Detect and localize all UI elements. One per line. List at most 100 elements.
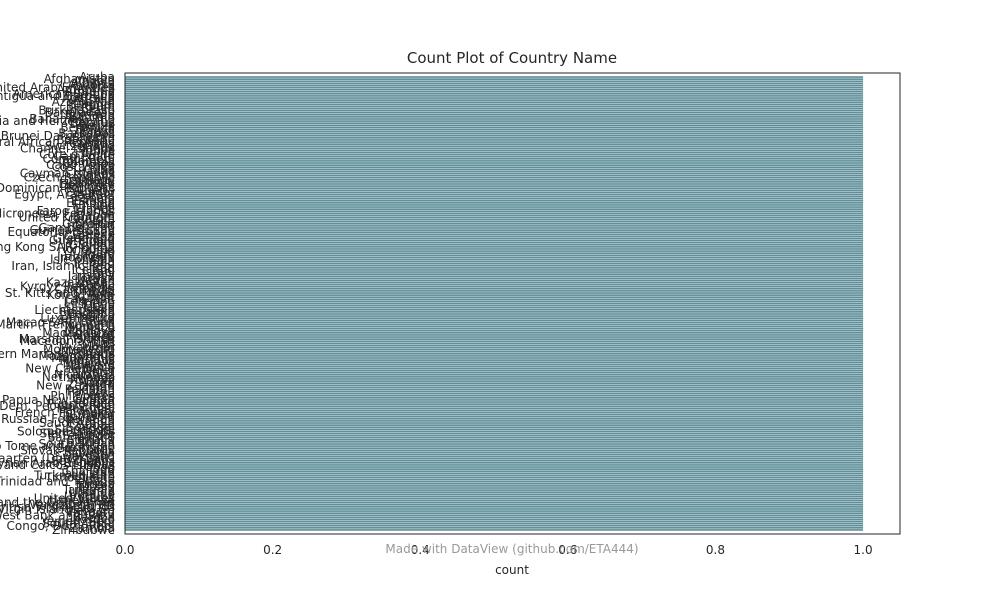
bar: [125, 518, 864, 521]
y-tick-label: Brazil: [82, 125, 116, 139]
bar: [125, 512, 864, 515]
x-tick-label: 0.2: [263, 543, 282, 557]
bar: [125, 216, 864, 219]
y-tick-label: Madagascar: [42, 326, 115, 340]
bar: [125, 124, 864, 127]
bar: [125, 174, 864, 177]
bar: [125, 145, 864, 148]
y-tick-label: Italy: [89, 267, 115, 281]
y-tick-label: Aruba: [79, 70, 115, 84]
bars-group: [125, 76, 864, 531]
bar: [125, 237, 864, 240]
bar: [125, 243, 864, 246]
y-tick-label: Hong Kong SAR, China: [0, 240, 115, 254]
y-tick-label: Solomon Islands: [17, 424, 115, 438]
bar: [125, 350, 864, 353]
bar: [125, 489, 864, 491]
y-tick-label: South Africa: [42, 517, 115, 531]
bar: [125, 332, 864, 334]
y-tick-label: Trinidad and Tobago: [0, 475, 115, 489]
y-tick-label: Nauru: [79, 376, 115, 390]
bar: [125, 239, 864, 242]
bar: [125, 122, 864, 125]
y-tick-label: Sao Tome and Principe: [0, 439, 115, 453]
y-tick-label: Afghanistan: [44, 72, 115, 86]
y-tick-label: Finland: [72, 198, 115, 212]
y-tick-label: Comoros: [62, 156, 115, 170]
y-tick-label: Zimbabwe: [52, 523, 115, 537]
y-tick-label: Bahamas, The: [29, 112, 115, 126]
bar: [125, 342, 864, 345]
bar: [125, 300, 864, 303]
bar: [125, 281, 864, 284]
y-tick-label: United Kingdom: [19, 211, 115, 225]
y-tick-label: Qatar: [81, 408, 115, 422]
bar: [125, 430, 864, 433]
bar: [125, 413, 864, 416]
y-tick-label: Tajikistan: [58, 466, 115, 480]
y-tick-label: Guam: [79, 236, 115, 250]
bar: [125, 470, 864, 473]
y-tick-label: Kiribati: [73, 284, 115, 298]
bar: [125, 233, 864, 236]
y-tick-label: Denmark: [60, 179, 115, 193]
bar: [125, 495, 864, 498]
bar: [125, 279, 864, 282]
bar: [125, 118, 864, 120]
y-tick-label: Austria: [73, 93, 115, 107]
y-tick-label: Honduras: [57, 242, 115, 256]
bar: [125, 273, 864, 275]
bar: [125, 367, 864, 370]
bar: [125, 82, 864, 85]
y-tick-label: Tunisia: [73, 477, 115, 491]
y-tick-label: Colombia: [59, 154, 115, 168]
bar: [125, 420, 864, 422]
y-tick-label: Poland: [75, 395, 115, 409]
bar: [125, 271, 864, 273]
bar: [125, 113, 864, 116]
bar: [125, 241, 864, 244]
y-tick-label: Saudi Arabia: [39, 416, 115, 430]
y-tick-label: Armenia: [65, 85, 115, 99]
y-tick-label: Bhutan: [72, 131, 115, 145]
bar: [125, 346, 864, 349]
bar: [125, 80, 864, 83]
bar: [125, 436, 864, 439]
x-tick-label: 0.4: [411, 543, 430, 557]
y-tick-label: Georgia: [68, 213, 115, 227]
y-tick-label: Slovak Republic: [20, 443, 115, 457]
y-tick-label: Canada: [69, 137, 115, 151]
bar: [125, 172, 864, 175]
y-tick-label: Kuwait: [75, 290, 115, 304]
bar: [125, 520, 864, 523]
bar: [125, 168, 864, 171]
y-tick-label: Vanuatu: [65, 506, 115, 520]
bar: [125, 501, 864, 504]
y-tick-label: Gibraltar: [62, 217, 115, 231]
bar: [125, 403, 864, 405]
y-tick-label: Ukraine: [69, 487, 115, 501]
y-tick-label: Uzbekistan: [49, 494, 115, 508]
y-tick-label: Swaziland: [55, 450, 115, 464]
y-tick-label: Morocco: [65, 320, 115, 334]
y-tick-label: Fiji: [99, 200, 115, 214]
bar: [125, 105, 864, 108]
bar: [125, 527, 864, 529]
y-tick-label: Singapore: [54, 422, 115, 436]
bar: [125, 176, 864, 179]
bar: [125, 157, 864, 160]
bar: [125, 262, 864, 265]
bar: [125, 149, 864, 152]
bar: [125, 348, 864, 351]
y-tick-label: Panama: [67, 385, 115, 399]
y-tick-label: Mauritania: [51, 351, 115, 365]
y-tick-label: Greenland: [53, 232, 115, 246]
y-tick-label: Benin: [81, 102, 115, 116]
bar: [125, 275, 864, 278]
y-tick-label: Cote d'Ivoire: [39, 148, 115, 162]
bar: [125, 434, 864, 437]
y-tick-label: El Salvador: [48, 429, 115, 443]
y-tick-label: Sudan: [77, 418, 115, 432]
y-tick-label: American Samoa: [13, 87, 115, 101]
